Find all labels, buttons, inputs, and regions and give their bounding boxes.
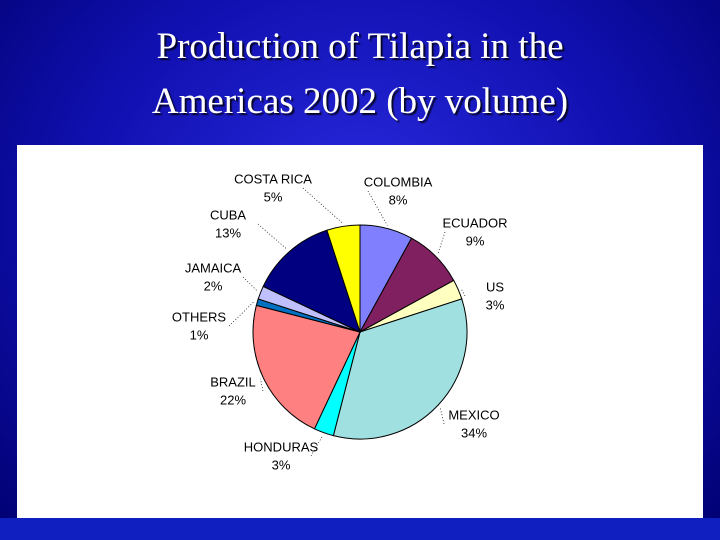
- slice-label: OTHERS: [172, 309, 227, 324]
- pie-slice: [326, 224, 361, 333]
- slice-label: BRAZIL: [210, 374, 256, 389]
- slice-value-label: 3%: [272, 457, 291, 472]
- leader-line: [310, 435, 324, 457]
- slice-label: JAMAICA: [185, 260, 242, 275]
- slice-label: MEXICO: [448, 407, 499, 422]
- slice-label: ECUADOR: [442, 215, 507, 230]
- slice-label: CUBA: [210, 207, 246, 222]
- slice-value-label: 9%: [466, 233, 485, 248]
- slice-label: HONDURAS: [244, 439, 319, 454]
- footer-bar: [0, 518, 720, 540]
- slice-value-label: 1%: [190, 327, 209, 342]
- chart-title: Americas 2002 (by volume): [152, 81, 568, 122]
- leader-line: [367, 190, 388, 226]
- leader-line: [257, 223, 288, 250]
- slice-label: COSTA RICA: [234, 171, 312, 186]
- pie-slice: [252, 304, 361, 430]
- slice-label: COLOMBIA: [364, 174, 433, 189]
- slice-value-label: 22%: [220, 392, 246, 407]
- slice-value-label: 34%: [461, 425, 487, 440]
- leader-line: [242, 276, 258, 292]
- slice-value-label: 2%: [204, 278, 223, 293]
- pie-slice: [332, 298, 468, 440]
- leader-line: [260, 378, 264, 392]
- slice-value-label: 8%: [389, 192, 408, 207]
- chart-title: Production of Tilapia in the: [157, 26, 564, 67]
- leader-line: [437, 231, 446, 255]
- slice-value-label: 13%: [215, 225, 241, 240]
- slice-value-label: 3%: [486, 297, 505, 312]
- slice-label: US: [486, 279, 504, 294]
- slice-value-label: 5%: [264, 189, 283, 204]
- pie-slice: [262, 229, 361, 333]
